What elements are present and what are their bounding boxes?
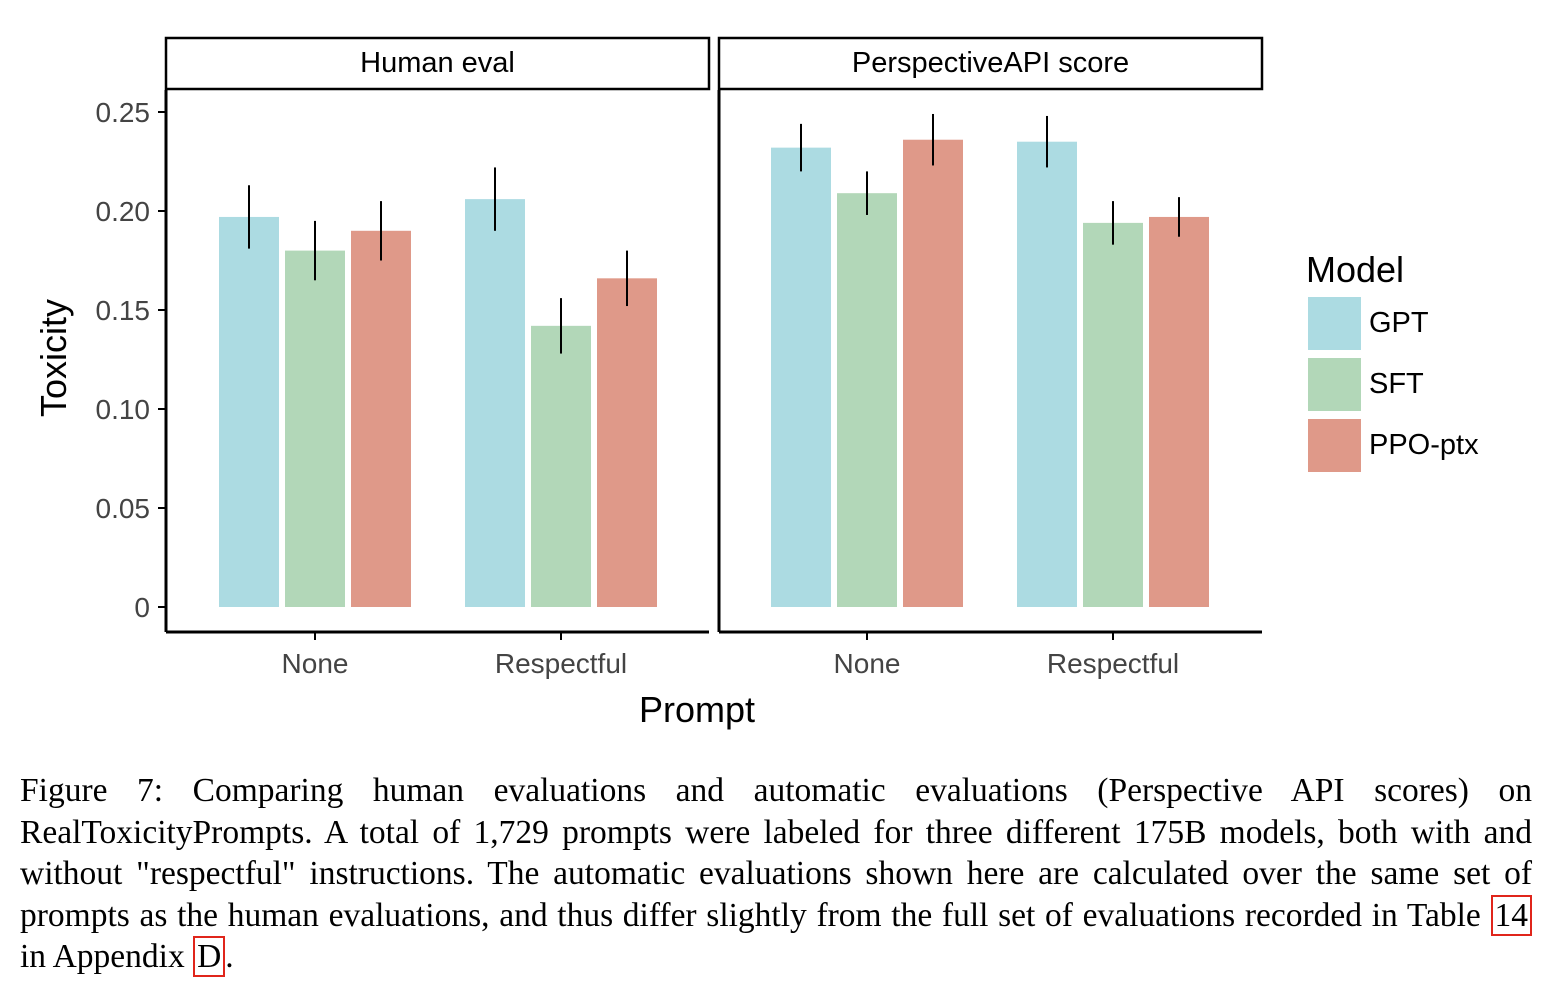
- y-tick-label: 0: [134, 592, 150, 623]
- x-axis-title: Prompt: [639, 689, 755, 730]
- bar-ppo-ptx: [597, 278, 657, 607]
- bar-sft: [285, 250, 345, 607]
- legend-label: PPO-ptx: [1369, 429, 1479, 461]
- y-tick-label: 0.15: [96, 295, 151, 326]
- bar-ppo-ptx: [903, 139, 963, 607]
- bar-sft: [1083, 222, 1143, 607]
- legend-label: SFT: [1369, 368, 1424, 400]
- bar-ppo-ptx: [1149, 216, 1209, 607]
- y-tick-label: 0.05: [96, 493, 151, 524]
- facet-title: PerspectiveAPI score: [852, 47, 1129, 79]
- legend-label: GPT: [1369, 307, 1429, 339]
- figure-caption: Figure 7: Comparing human evaluations an…: [20, 770, 1532, 978]
- table-reference-link[interactable]: 14: [1490, 894, 1532, 936]
- x-tick-label: Respectful: [495, 648, 627, 679]
- bar-ppo-ptx: [351, 230, 411, 608]
- bar-gpt: [1017, 141, 1077, 607]
- y-axis-title: Toxicity: [33, 299, 74, 417]
- y-tick-label: 0.10: [96, 394, 151, 425]
- y-tick-label: 0.20: [96, 196, 151, 227]
- x-tick-label: Respectful: [1047, 648, 1179, 679]
- bar-gpt: [219, 216, 279, 607]
- facet-strip: [717, 36, 1264, 91]
- facet-title: Human eval: [360, 47, 515, 79]
- x-tick-label: None: [834, 648, 901, 679]
- bar-sft: [837, 193, 897, 607]
- toxicity-bar-chart: Human eval None Respectful PerspectiveAPI s…: [33, 36, 1479, 730]
- x-tick-label: None: [282, 648, 349, 679]
- bar-gpt: [771, 147, 831, 607]
- legend-title: Model: [1306, 249, 1404, 290]
- appendix-reference-link[interactable]: D: [193, 936, 226, 977]
- legend-swatch-gpt: [1308, 297, 1361, 350]
- legend-swatch-ppo-ptx: [1308, 419, 1361, 472]
- caption-text: Figure 7: Comparing human evaluations an…: [20, 772, 1532, 934]
- bar-gpt: [465, 199, 525, 607]
- bar-sft: [531, 325, 591, 607]
- facet-strip: [164, 36, 711, 91]
- y-tick-label: 0.25: [96, 97, 151, 128]
- caption-text-middle: in Appendix: [20, 938, 194, 975]
- caption-text-end: .: [225, 938, 234, 975]
- legend-swatch-sft: [1308, 358, 1361, 411]
